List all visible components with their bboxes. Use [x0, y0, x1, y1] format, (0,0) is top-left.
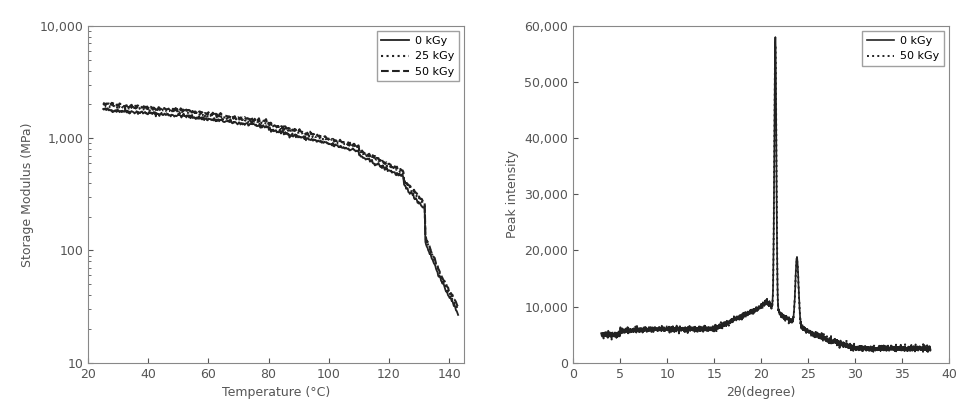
25 kGy [451, 307, 463, 312]
0 kGy [916, 349, 928, 354]
Line: 0 kGy: 0 kGy [103, 108, 457, 315]
50 kGy [746, 312, 758, 318]
50 kGy [755, 304, 767, 309]
Line: 25 kGy: 25 kGy [103, 104, 457, 309]
50 kGy [388, 165, 400, 170]
50 kGy [854, 344, 866, 349]
50 kGy [612, 330, 623, 335]
0 kGy [914, 347, 926, 352]
50 kGy [268, 123, 279, 128]
0 kGy [854, 344, 866, 349]
50 kGy [914, 344, 926, 349]
Line: 50 kGy: 50 kGy [103, 103, 457, 307]
25 kGy [267, 122, 278, 127]
0 kGy [595, 331, 607, 336]
0 kGy [755, 305, 767, 310]
50 kGy [289, 127, 301, 132]
50 kGy [266, 123, 277, 128]
0 kGy [100, 106, 111, 111]
0 kGy [309, 137, 320, 142]
Y-axis label: Storage Modulus (MPa): Storage Modulus (MPa) [21, 122, 34, 267]
0 kGy [612, 333, 623, 338]
0 kGy [914, 346, 926, 351]
Y-axis label: Peak intensity: Peak intensity [505, 150, 518, 238]
50 kGy [914, 346, 926, 352]
0 kGy [746, 310, 758, 315]
50 kGy [444, 290, 455, 295]
0 kGy [451, 312, 463, 318]
25 kGy [97, 102, 108, 108]
Legend: 0 kGy, 50 kGy: 0 kGy, 50 kGy [862, 32, 943, 66]
25 kGy [389, 167, 401, 172]
Legend: 0 kGy, 25 kGy, 50 kGy: 0 kGy, 25 kGy, 50 kGy [376, 32, 458, 81]
0 kGy [267, 129, 278, 134]
Line: 50 kGy: 50 kGy [601, 45, 929, 352]
50 kGy [769, 43, 781, 48]
0 kGy [269, 128, 280, 133]
0 kGy [769, 34, 781, 39]
25 kGy [290, 130, 302, 135]
50 kGy [595, 330, 607, 335]
0 kGy [97, 106, 108, 111]
Line: 0 kGy: 0 kGy [601, 37, 929, 352]
25 kGy [309, 134, 320, 139]
50 kGy [309, 133, 320, 138]
25 kGy [444, 292, 455, 297]
0 kGy [923, 346, 935, 352]
50 kGy [857, 349, 869, 354]
25 kGy [98, 102, 109, 107]
50 kGy [451, 305, 463, 310]
0 kGy [389, 170, 401, 175]
25 kGy [269, 126, 280, 131]
0 kGy [290, 135, 302, 140]
50 kGy [97, 100, 108, 105]
X-axis label: 2θ(degree): 2θ(degree) [726, 386, 795, 399]
X-axis label: Temperature (°C): Temperature (°C) [222, 386, 330, 399]
0 kGy [444, 294, 455, 299]
50 kGy [923, 344, 935, 349]
